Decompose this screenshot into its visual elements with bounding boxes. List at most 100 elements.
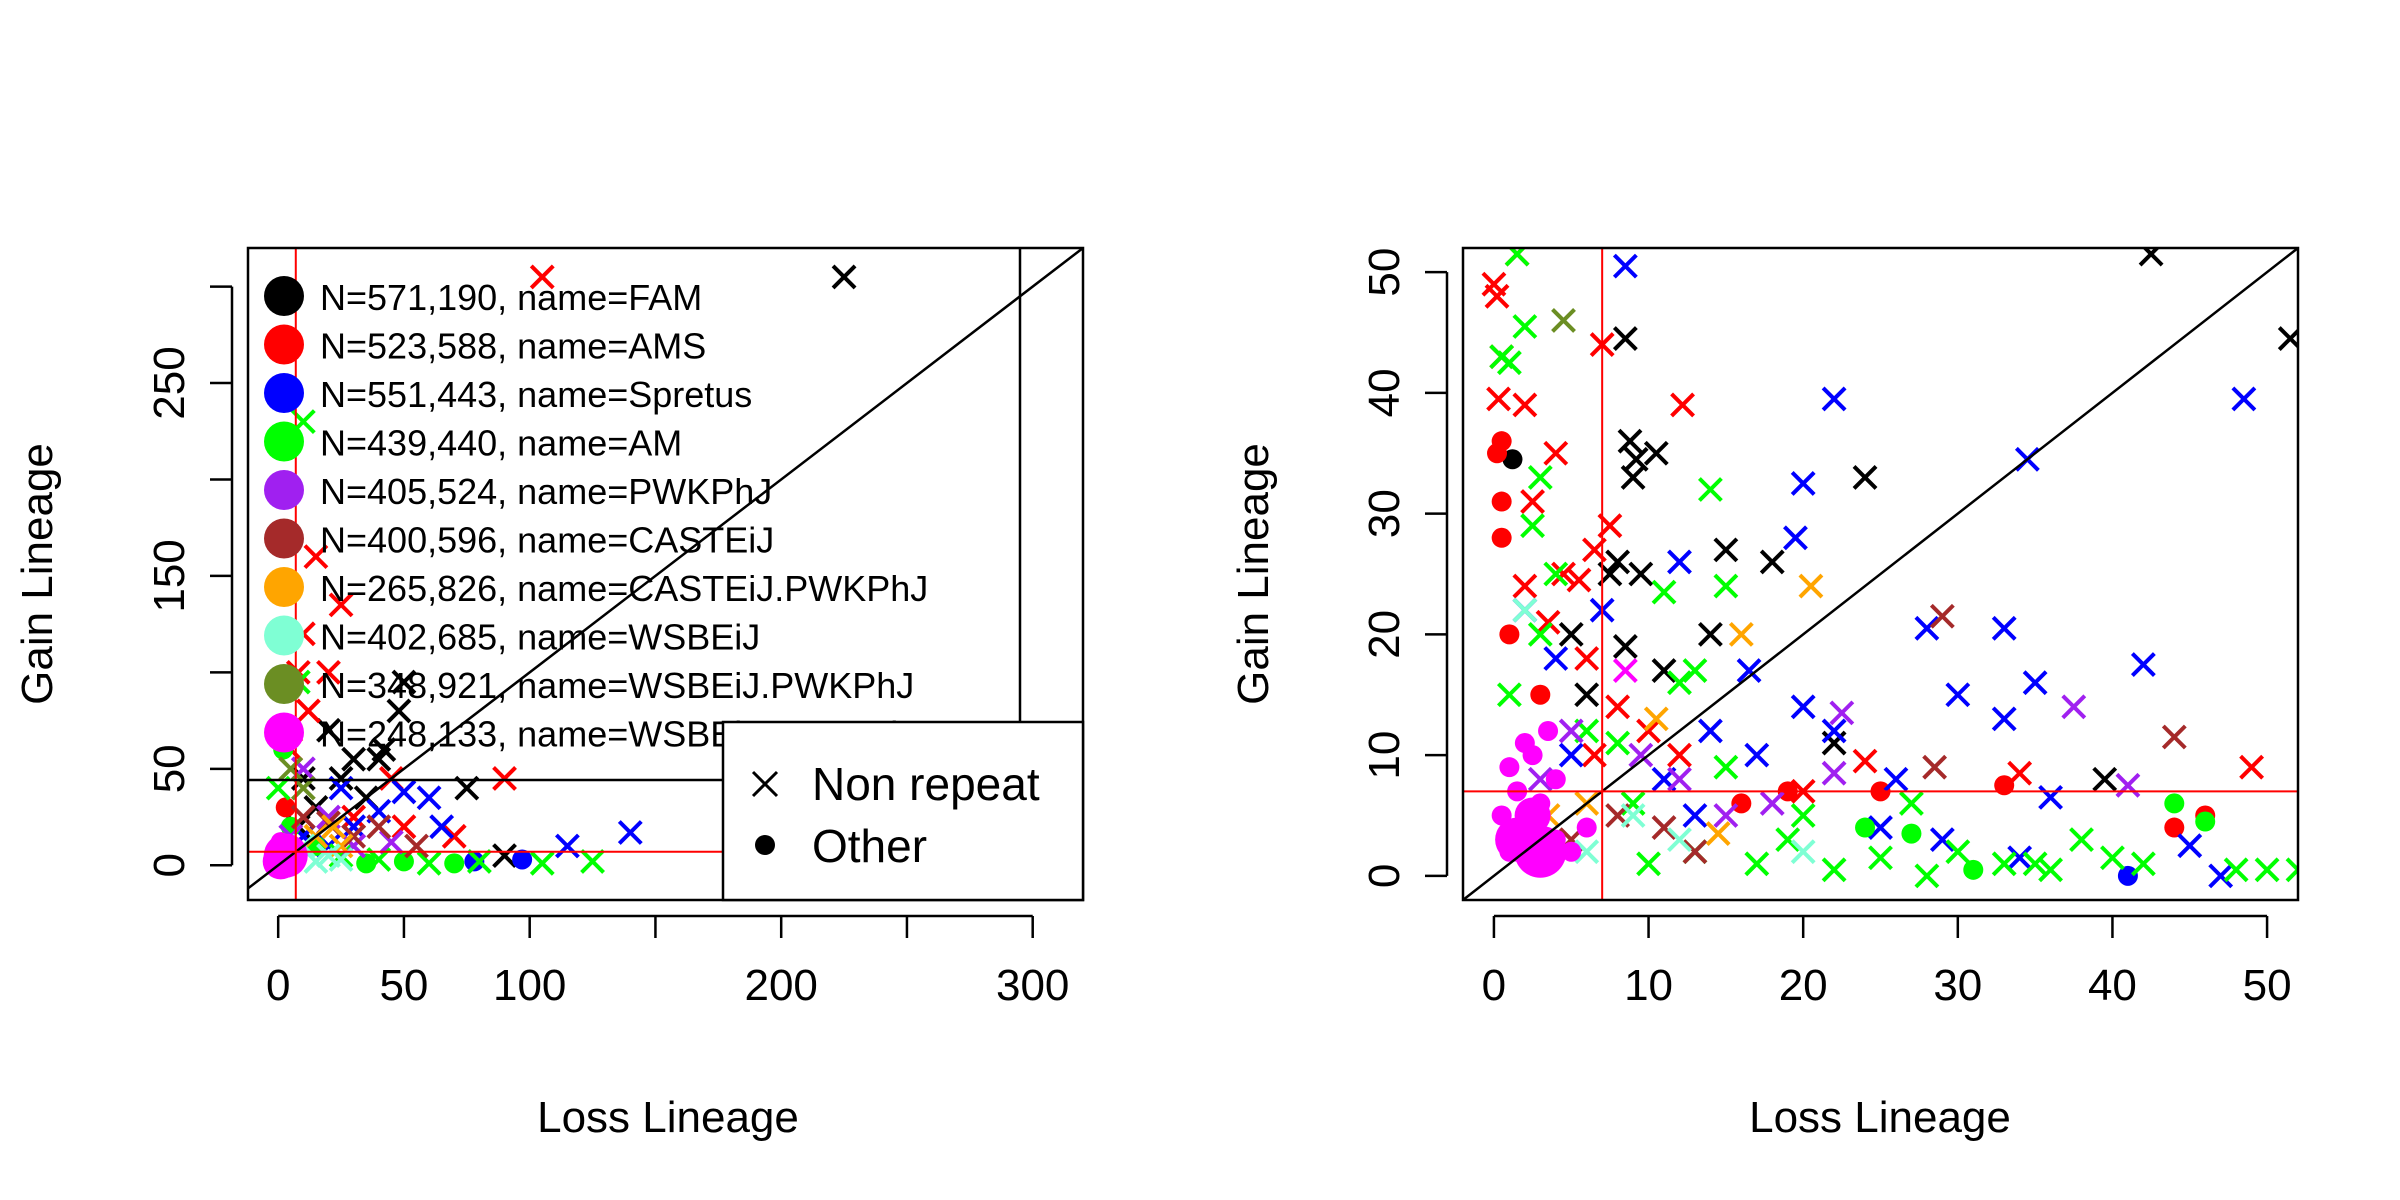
shape-legend-non-repeat-label: Non repeat: [812, 758, 1040, 810]
right-point-WSBEiJ.CASTEiJ: [1522, 745, 1543, 766]
left-point-Spretus: [416, 785, 442, 811]
right-point-AM: [1527, 621, 1553, 647]
right-point-AMS: [1512, 573, 1538, 599]
right-point-AM: [1790, 803, 1816, 828]
right-point-AMS: [1512, 392, 1538, 418]
left-x-tick-label: 0: [266, 961, 290, 1010]
right-y-axis-label: Gain Lineage: [1229, 443, 1278, 705]
right-point-AM: [1713, 754, 1739, 780]
right-point-FAM: [1502, 449, 1523, 470]
right-point-FAM: [1612, 634, 1638, 659]
right-point-CASTEiJ: [1651, 815, 1677, 840]
left-plot-frame: [246, 246, 1085, 902]
right-y-tick-label: 0: [1360, 864, 1409, 888]
left-point-FAM: [341, 746, 367, 772]
right-point-AM: [1775, 827, 1801, 853]
left-point-AM: [356, 853, 377, 874]
right-point-FAM: [1821, 730, 1847, 756]
right-point-FAM: [1617, 428, 1643, 454]
legend-marker-icon: [264, 567, 304, 607]
left-point-CASTEiJ.PWKPhJ: [321, 814, 346, 840]
right-point-Spretus: [1868, 815, 1893, 840]
left-y-axis-label: Gain Lineage: [13, 443, 62, 705]
other-dot-icon: [755, 835, 775, 855]
right-point-AM: [1963, 859, 1984, 880]
left-point-Spretus: [341, 814, 367, 840]
left-panel: 0 50 100 200 300 0 50 150 250 Loss Lineage Gain …: [13, 246, 1085, 1142]
right-point-AM: [1945, 839, 1971, 865]
right-point-AM: [1504, 248, 1530, 267]
right-point-Spretus: [1543, 646, 1569, 671]
legend-entry-label: N=439,440, name=AM: [320, 423, 682, 464]
legend-entry-label: N=402,685, name=WSBEiJ: [320, 617, 760, 658]
right-y-tick-label: 40: [1360, 368, 1409, 417]
right-point-AM: [1713, 573, 1739, 599]
legend-entry-label: N=571,190, name=FAM: [320, 277, 702, 318]
right-point-AM: [1682, 658, 1708, 684]
left-point-AMS: [441, 823, 467, 849]
legend-marker-icon: [264, 664, 304, 704]
left-y-tick-label: 250: [145, 346, 194, 419]
left-point-AM: [444, 853, 465, 874]
left-point-AMS: [529, 264, 555, 290]
right-point-Spretus: [1821, 718, 1847, 744]
right-point-AMS: [1491, 431, 1512, 452]
right-point-PWKPhJ: [1759, 790, 1785, 816]
shape-legend: Non repeat Other: [721, 720, 1085, 902]
right-point-AM: [1868, 845, 1893, 871]
right-point-WSBEiJ: [1667, 827, 1692, 853]
legend-marker-icon: [264, 518, 304, 559]
left-point-AMS: [328, 592, 354, 618]
left-point-Spretus: [617, 820, 643, 845]
right-point-AM: [1901, 823, 1922, 844]
left-point-Spretus: [429, 814, 455, 840]
left-point-AMS: [275, 797, 296, 818]
legend-entry-label: N=551,443, name=Spretus: [320, 374, 752, 415]
right-point-PWKPhJ: [1527, 766, 1553, 792]
right-point-WSBEiJ.CASTEiJ: [1561, 841, 1582, 862]
right-point-WSBEiJ.CASTEiJ: [1499, 757, 1520, 778]
left-point-FAM: [831, 264, 857, 290]
right-plot-frame: [1461, 246, 2300, 902]
left-point-Spretus: [554, 833, 580, 859]
right-point-AM: [2022, 851, 2048, 877]
right-point-AMS: [1491, 491, 1512, 512]
right-point-AMS: [1670, 392, 1695, 418]
left-point-Spretus: [391, 779, 417, 805]
right-point-AMS: [2007, 760, 2033, 786]
right-point-AMS: [2239, 754, 2265, 780]
right-x-tick-label: 10: [1624, 961, 1673, 1010]
right-point-Spretus: [1736, 658, 1762, 684]
left-point-WSBEiJ.PWKPhJ: [278, 756, 304, 782]
right-point-PWKPhJ: [1667, 766, 1692, 792]
right-point-FAM: [2138, 248, 2164, 267]
left-x-tick-label: 50: [379, 961, 428, 1010]
right-point-CASTEiJ.PWKPhJ: [1798, 573, 1824, 599]
left-point-CASTEiJ: [341, 823, 367, 849]
right-plot-points: [1481, 248, 2298, 889]
left-x-tick-label: 300: [996, 961, 1069, 1010]
right-panel: 0 10 20 30 40 50 0 10 20 30 40 50 Loss Lineage Gain…: [1229, 246, 2300, 1142]
right-point-AMS: [1566, 567, 1592, 593]
right-x-tick-label: 40: [2088, 961, 2137, 1010]
right-point-Spretus: [2177, 833, 2203, 859]
left-point-AM: [466, 849, 492, 874]
right-dense-cluster: [1514, 797, 1551, 834]
right-point-AM: [1605, 730, 1631, 756]
shape-legend-other-label: Other: [812, 820, 927, 872]
right-point-AM: [1496, 350, 1522, 376]
right-point-AM: [2038, 857, 2064, 883]
right-point-Spretus: [1821, 386, 1847, 412]
right-x-tick-label: 0: [1482, 961, 1506, 1010]
right-point-AMS: [1667, 742, 1692, 768]
right-point-PWKPhJ: [2061, 694, 2087, 720]
right-point-AM: [1991, 851, 2017, 877]
legend-marker-icon: [264, 276, 304, 316]
right-point-Spretus: [2038, 784, 2064, 810]
right-point-CASTEiJ.PWKPhJ: [1728, 621, 1754, 647]
left-point-FAM: [316, 717, 341, 743]
left-point-WSBEiJ: [303, 849, 329, 874]
right-point-PWKPhJ: [1821, 760, 1847, 786]
left-axes: 0 50 100 200 300 0 50 150 250: [145, 285, 1069, 1010]
right-point-AMS: [1994, 775, 2015, 796]
